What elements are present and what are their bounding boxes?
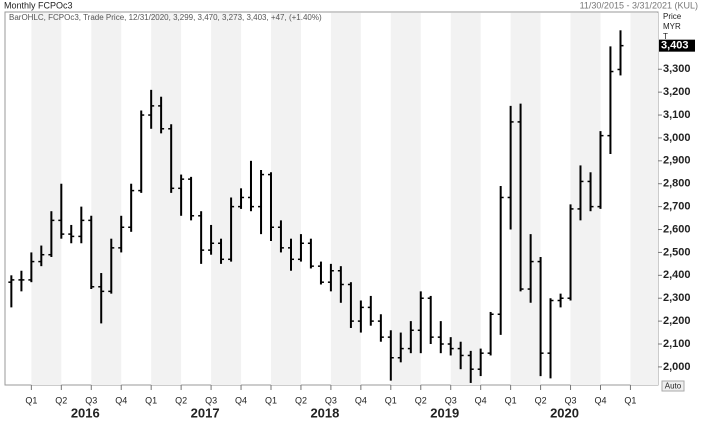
quarter-shade	[450, 13, 481, 385]
legend-text: BarOHLC, FCPOc3, Trade Price, 12/31/2020…	[9, 13, 322, 22]
quarter-shade	[390, 13, 421, 385]
y-tick-label: 2,800	[663, 178, 691, 190]
x-tick-label: Q3	[205, 395, 217, 405]
year-label: 2017	[191, 405, 220, 420]
x-tick-label: Q3	[445, 395, 457, 405]
year-label: 2019	[430, 405, 459, 420]
x-tick-label: Q1	[265, 395, 277, 405]
x-tick-label: Q4	[235, 395, 247, 405]
x-tick-label: Q2	[415, 395, 427, 405]
quarter-shade	[270, 13, 301, 385]
quarter-shade	[91, 13, 122, 385]
quarter-shade	[630, 13, 658, 385]
y-tick-label: 3,200	[663, 86, 691, 98]
x-tick-label: Q2	[295, 395, 307, 405]
date-range: 11/30/2015 - 3/31/2021 (KUL)	[580, 0, 698, 10]
year-label: 2018	[310, 405, 339, 420]
quarter-shade	[330, 13, 361, 385]
last-value-label: 3,403	[661, 40, 689, 52]
quarter-shade	[31, 13, 62, 385]
y-tick-label: 3,100	[663, 109, 691, 121]
quarter-shade	[151, 13, 182, 385]
x-tick-label: Q4	[115, 395, 127, 405]
year-label: 2020	[550, 405, 579, 420]
y-tick-label: 3,300	[663, 63, 691, 75]
x-tick-label: Q1	[145, 395, 157, 405]
shading-layer	[31, 13, 658, 385]
x-tick-label: Q4	[355, 395, 367, 405]
x-tick-label: Q2	[55, 395, 67, 405]
x-tick-label: Q3	[565, 395, 577, 405]
year-label: 2016	[71, 405, 100, 420]
y-tick-label: 2,200	[663, 315, 691, 327]
chart-title: Monthly FCPOc3	[4, 0, 73, 10]
y-tick-label: 2,500	[663, 246, 691, 258]
y-tick-label: 2,100	[663, 338, 691, 350]
quarter-shade	[510, 13, 541, 385]
auto-button[interactable]	[661, 380, 685, 392]
y-axis-label: Price	[663, 12, 682, 21]
x-tick-label: Q3	[85, 395, 97, 405]
quarter-shade	[211, 13, 242, 385]
y-tick-label: 2,300	[663, 292, 691, 304]
x-tick-label: Q1	[25, 395, 37, 405]
y-axis-label: MYR	[663, 22, 681, 31]
y-tick-label: 2,000	[663, 361, 691, 373]
y-tick-label: 3,000	[663, 132, 691, 144]
y-tick-label: 2,400	[663, 269, 691, 281]
auto-button-label[interactable]: Auto	[665, 382, 682, 391]
x-tick-label: Q3	[325, 395, 337, 405]
y-tick-label: 2,700	[663, 201, 691, 213]
y-axis-label: T	[663, 32, 668, 41]
y-tick-label: 2,600	[663, 223, 691, 235]
y-tick-label: 2,900	[663, 155, 691, 167]
x-tick-label: Q4	[594, 395, 606, 405]
quarter-shade	[570, 13, 601, 385]
x-tick-label: Q2	[175, 395, 187, 405]
x-tick-label: Q2	[535, 395, 547, 405]
x-tick-label: Q1	[624, 395, 636, 405]
x-tick-label: Q1	[505, 395, 517, 405]
x-tick-label: Q1	[385, 395, 397, 405]
x-tick-label: Q4	[475, 395, 487, 405]
last-value-box	[659, 39, 695, 52]
